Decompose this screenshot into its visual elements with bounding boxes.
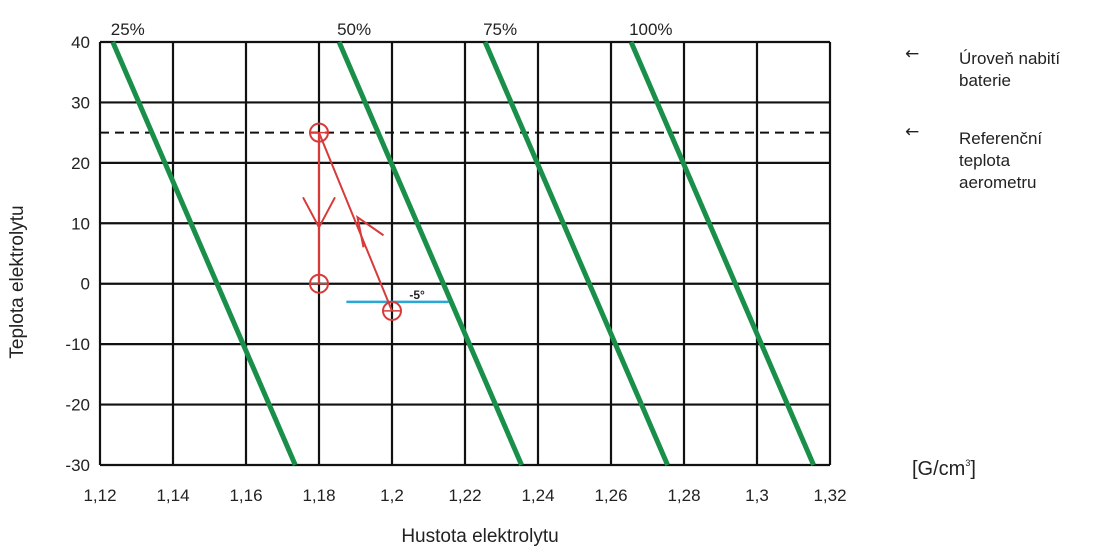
x-tick-label: 1,32 — [813, 486, 846, 505]
charge-level-lines — [110, 41, 816, 466]
arrowhead-down — [302, 196, 336, 230]
y-tick-label: 0 — [81, 275, 90, 294]
x-tick-label: 1,12 — [83, 486, 116, 505]
y-tick-label: 40 — [71, 33, 90, 52]
charge-level-label: 25% — [111, 20, 145, 39]
y-tick-label: -30 — [65, 456, 90, 475]
x-tick-labels: 1,12 1,14 1,16 1,18 1,2 1,22 1,24 1,26 1,28 1,3 1,… — [83, 486, 846, 505]
x-tick-label: 1,16 — [229, 486, 262, 505]
unit-exponent: 3 — [965, 458, 971, 468]
cold-temperature-label: -5° — [409, 288, 425, 302]
arrowhead-up — [356, 215, 385, 248]
x-tick-label: 1,26 — [594, 486, 627, 505]
charge-level-label: 50% — [337, 20, 371, 39]
x-tick-label: 1,18 — [302, 486, 335, 505]
charge-line — [628, 41, 816, 466]
y-axis-label: Teplota elektrolytu — [7, 205, 28, 358]
example-path — [302, 122, 402, 321]
x-tick-label: 1,3 — [745, 486, 769, 505]
unit-label: [G/cm3] — [912, 458, 976, 481]
x-tick-label: 1,2 — [380, 486, 404, 505]
charge-level-label: 100% — [629, 20, 672, 39]
charge-line — [336, 41, 524, 466]
grid — [98, 40, 832, 467]
charge-line — [482, 41, 670, 466]
y-tick-labels: -30 -20 -10 0 10 20 30 40 — [65, 33, 90, 475]
x-tick-label: 1,28 — [667, 486, 700, 505]
charge-level-arrow: ← — [905, 44, 920, 64]
reference-temperature-arrow: ← — [905, 122, 920, 142]
x-axis-label: Hustota elektrolytu — [401, 526, 558, 547]
y-tick-label: 20 — [71, 154, 90, 173]
y-tick-label: -20 — [65, 396, 90, 415]
reference-temperature-note: Referenční teplota aerometru — [959, 129, 1043, 192]
unit-base: [G/cm — [912, 458, 966, 480]
y-tick-label: 10 — [71, 214, 90, 233]
charge-level-labels: 25% 50% 75% 100% — [111, 20, 673, 39]
x-tick-label: 1,22 — [448, 486, 481, 505]
x-tick-label: 1,14 — [156, 486, 189, 505]
path-segment — [318, 132, 393, 312]
charge-level-note: Úroveň nabití baterie — [959, 49, 1061, 90]
charge-level-label: 75% — [483, 20, 517, 39]
y-tick-label: -10 — [65, 335, 90, 354]
y-tick-label: 30 — [71, 93, 90, 112]
charge-line — [110, 41, 298, 466]
x-tick-label: 1,24 — [521, 486, 554, 505]
unit-close: ] — [970, 458, 976, 480]
